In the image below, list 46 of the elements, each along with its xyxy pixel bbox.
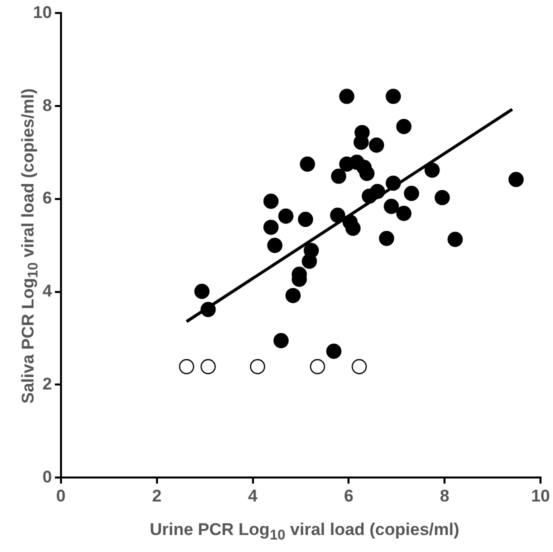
point	[273, 333, 289, 348]
point	[354, 134, 369, 150]
x-tick-label: 0	[56, 486, 66, 506]
y-tick-label: 4	[42, 282, 52, 301]
x-tick-label: 10	[531, 486, 550, 506]
point	[345, 220, 361, 236]
point	[386, 88, 401, 104]
x-axis-title: Urine PCR Log$_{10}$ viral load (copies/ml)	[148, 520, 460, 544]
point	[424, 162, 440, 178]
point	[267, 238, 282, 253]
point	[352, 359, 367, 374]
point	[396, 206, 412, 221]
x-tick-label: 8	[440, 486, 450, 506]
y-tick-label: 6	[42, 188, 52, 208]
point	[396, 118, 412, 134]
x-tick-label: 4	[248, 486, 258, 506]
y-tick-label: 2	[42, 374, 52, 394]
point	[200, 359, 216, 374]
point	[285, 288, 301, 304]
point	[298, 212, 314, 227]
y-tick-label: 8	[42, 96, 52, 115]
point	[263, 194, 279, 209]
point	[310, 359, 326, 374]
point	[359, 166, 375, 182]
x-tick-label: 2	[152, 486, 162, 506]
point	[326, 344, 342, 359]
point	[300, 156, 316, 172]
point	[330, 208, 346, 223]
point	[384, 198, 399, 214]
point	[331, 168, 346, 184]
point	[434, 190, 450, 206]
point	[278, 208, 294, 224]
point	[508, 172, 524, 188]
point	[250, 359, 266, 374]
point	[448, 232, 463, 247]
point	[178, 359, 194, 374]
y-tick-label: 0	[42, 467, 52, 486]
point	[378, 230, 394, 246]
point	[302, 254, 317, 269]
point	[339, 88, 354, 104]
point	[368, 137, 384, 153]
y-tick-label: 10	[32, 2, 52, 22]
point	[404, 186, 420, 201]
point	[194, 284, 210, 299]
point	[263, 220, 279, 235]
x-tick-label: 6	[344, 486, 354, 506]
